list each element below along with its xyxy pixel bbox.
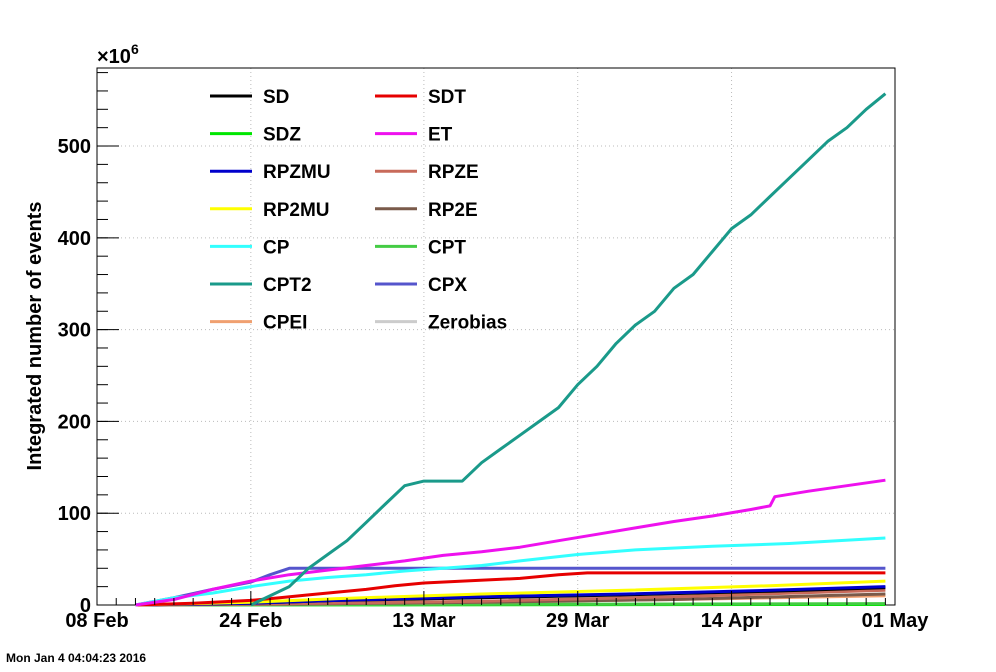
plot-frame — [96, 67, 896, 606]
x-tick-label-13-mar: 13 Mar — [392, 610, 456, 632]
legend-label-sdt: SDT — [428, 87, 466, 108]
footer-timestamp: Mon Jan 4 04:04:23 2016 — [6, 651, 147, 665]
y-axis-exponent: ×106 — [97, 41, 139, 68]
legend-label-zerobias: Zerobias — [428, 313, 507, 334]
y-tick-label-300: 300 — [58, 320, 91, 342]
x-tick-label-08-feb: 08 Feb — [65, 610, 128, 632]
x-tick-label-01-may: 01 May — [862, 610, 930, 632]
y-exponent-base: ×10 — [97, 46, 131, 68]
y-tick-label-500: 500 — [58, 136, 91, 158]
legend-label-cpt: CPT — [428, 237, 466, 258]
legend-label-rp2mu: RP2MU — [263, 200, 330, 221]
y-tick-label-200: 200 — [58, 411, 91, 433]
series-line-cp — [135, 536, 886, 607]
legend-label-rpzmu: RPZMU — [263, 162, 331, 183]
y-tick-label-0: 0 — [80, 595, 91, 617]
x-tick-label-24-feb: 24 Feb — [219, 610, 282, 632]
legend-label-cpei: CPEI — [263, 313, 307, 334]
legend-label-cp: CP — [263, 237, 290, 258]
y-exponent-power: 6 — [131, 41, 139, 57]
y-tick-label-400: 400 — [58, 228, 91, 250]
y-axis-label: Integrated number of events — [24, 202, 46, 471]
legend-label-sdz: SDZ — [263, 125, 301, 146]
series-line-et — [135, 478, 886, 607]
y-tick-label-100: 100 — [58, 503, 91, 525]
legend-label-rp2e: RP2E — [428, 200, 478, 221]
legend-label-cpx: CPX — [428, 275, 467, 296]
x-tick-label-29-mar: 29 Mar — [546, 610, 610, 632]
axes: 08 Feb 24 Feb 13 Mar 29 Mar 14 Apr 01 May 0 100… — [58, 72, 930, 632]
x-tick-label-14-apr: 14 Apr — [701, 610, 763, 632]
legend: SD SDZ RPZMU RP2MU CP CPT2 CPEI SDT ET RPZE RP2E CP… — [210, 87, 507, 334]
legend-label-rpze: RPZE — [428, 162, 479, 183]
legend-label-cpt2: CPT2 — [263, 275, 312, 296]
legend-label-et: ET — [428, 125, 453, 146]
legend-label-sd: SD — [263, 87, 289, 108]
grid — [97, 68, 895, 605]
series-line-cpt2 — [250, 92, 887, 607]
